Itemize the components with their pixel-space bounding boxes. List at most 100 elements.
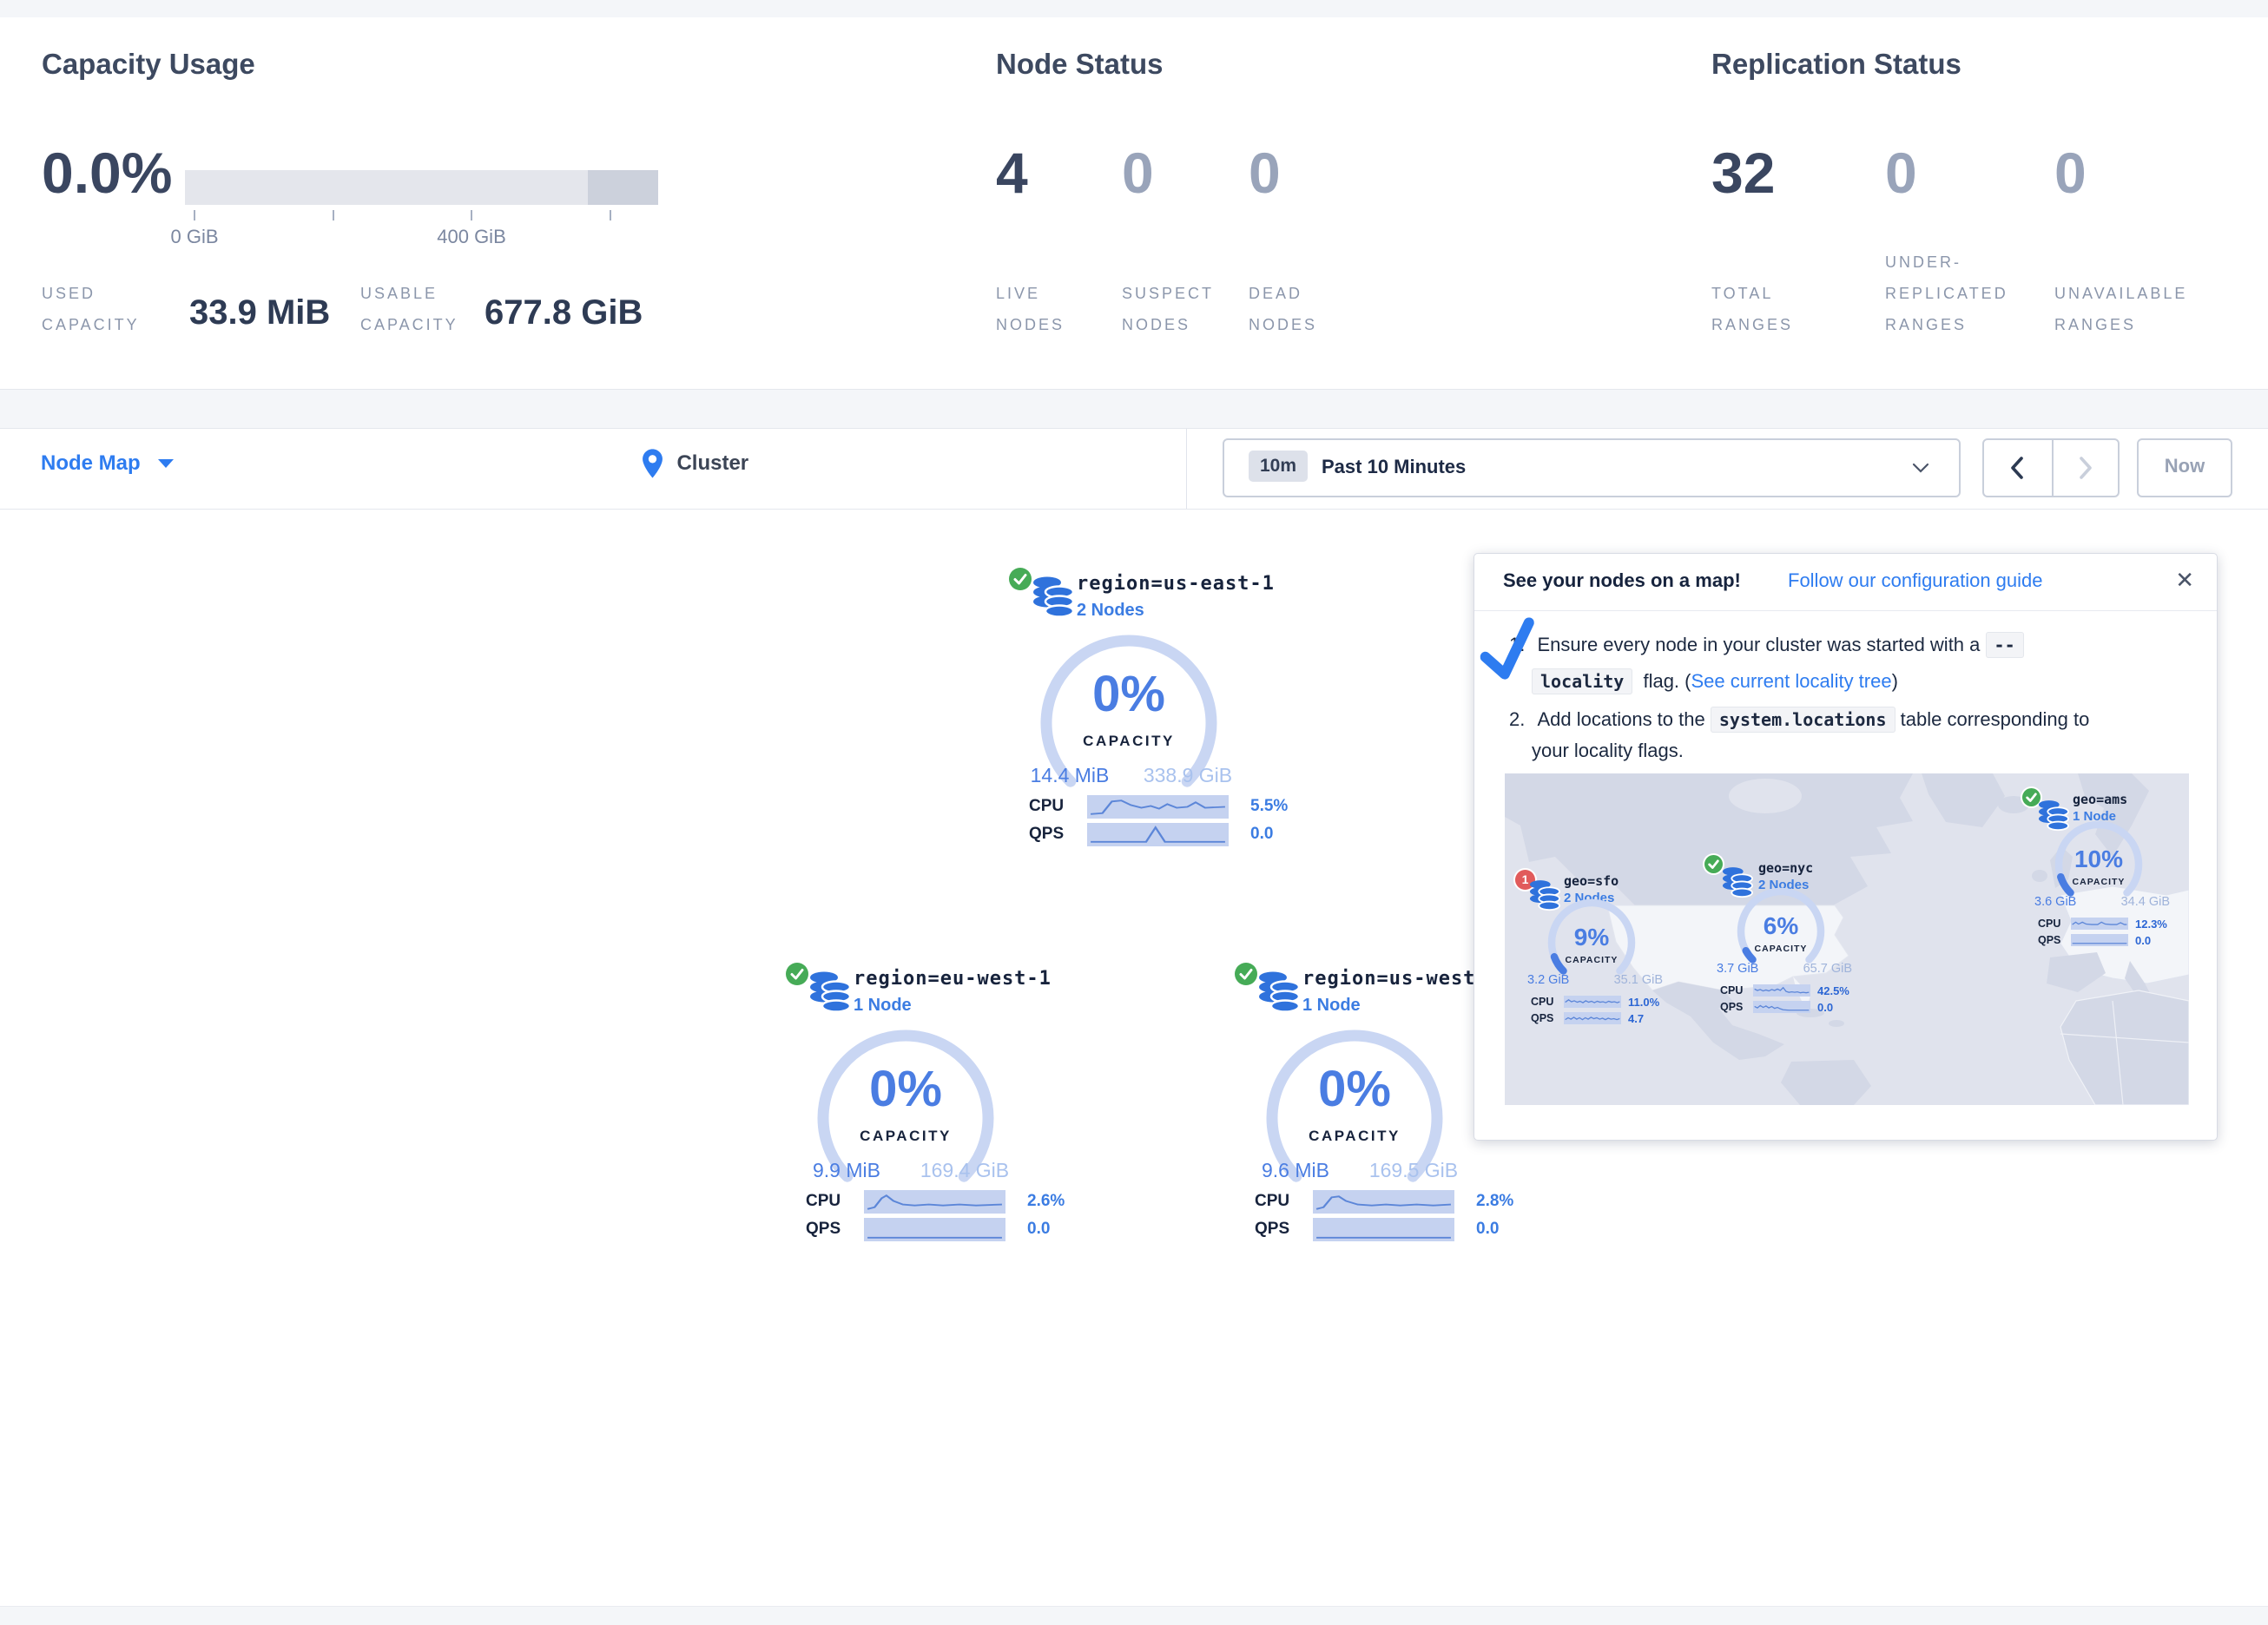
- total-ranges-label: TOTAL RANGES: [1711, 285, 1794, 333]
- usable-capacity-label: USABLE CAPACITY: [360, 285, 458, 333]
- time-step-forward-button[interactable]: [2053, 440, 2120, 496]
- region-nodes-link[interactable]: 2 Nodes: [1077, 601, 1144, 620]
- cpu-sparkline: [1564, 996, 1621, 1008]
- database-stack-icon: [2038, 800, 2069, 832]
- unavailable-ranges-label: UNAVAILABLE RANGES: [2054, 285, 2188, 333]
- cpu-value: 42.5%: [1817, 984, 1849, 997]
- big-check-icon: [1480, 617, 1534, 680]
- time-step-back-button[interactable]: [1984, 440, 2052, 496]
- total-capacity: 338.9 GiB: [1143, 764, 1233, 786]
- qps-sparkline: [1564, 1012, 1621, 1024]
- qps-sparkline: [1753, 1001, 1810, 1013]
- qps-value: 0.0: [1250, 825, 1274, 843]
- capacity-gauge: [817, 1030, 994, 1182]
- mini-gauge-percent: 6%: [1763, 912, 1799, 939]
- qps-label: QPS: [1255, 1220, 1290, 1238]
- cpu-row: CPU 11.0%: [1531, 995, 1677, 1009]
- map-node-geo-ams[interactable]: geo=ams 1 Node 10% CAPACITY 3.6 GiB 34.4…: [2022, 778, 2184, 951]
- region-card-us-west-1[interactable]: region=us-west-1 1 Node 0% CAPACITY 9.6 …: [1233, 957, 1537, 1253]
- capacity-usage-title: Capacity Usage: [42, 48, 255, 80]
- used-capacity-value: 33.9 MiB: [189, 293, 331, 332]
- view-selector-dropdown[interactable]: Node Map: [41, 451, 175, 476]
- qps-value: 0.0: [1817, 1001, 1834, 1014]
- region-card-eu-west-1[interactable]: region=eu-west-1 1 Node 0% CAPACITY 9.9 …: [784, 957, 1088, 1253]
- qps-value: 0.0: [1476, 1220, 1500, 1238]
- qps-label: QPS: [1029, 825, 1065, 843]
- time-step-buttons: [1982, 438, 2120, 497]
- time-range-select[interactable]: 10m Past 10 Minutes: [1223, 438, 1961, 497]
- region-label: region=us-west-1: [1302, 968, 1500, 990]
- used-capacity: 9.6 MiB: [1262, 1159, 1329, 1181]
- cpu-sparkline: [2071, 918, 2128, 930]
- live-nodes-count: 4: [996, 141, 1028, 205]
- region-nodes-link[interactable]: 1 Node: [1302, 996, 1361, 1015]
- qps-label: QPS: [2038, 934, 2061, 946]
- map-node-geo-nyc[interactable]: geo=nyc 2 Nodes 6% CAPACITY 3.7 GiB 65.7…: [1704, 845, 1866, 1018]
- region-card-us-east-1[interactable]: region=us-east-1 2 Nodes 0% CAPACITY 14.…: [1007, 562, 1311, 858]
- database-stack-icon: [1529, 880, 1560, 911]
- toolbar-divider: [1186, 429, 1187, 509]
- close-icon[interactable]: ✕: [2175, 567, 2194, 593]
- cpu-value: 11.0%: [1628, 996, 1660, 1009]
- node-status-title: Node Status: [996, 48, 1164, 80]
- gauge-percent: 0%: [1092, 666, 1165, 722]
- view-selector-label: Node Map: [41, 451, 141, 475]
- mini-capacity-gauge: [1737, 887, 1825, 964]
- total-capacity: 169.5 GiB: [1368, 1159, 1459, 1181]
- mini-gauge-capacity-label: CAPACITY: [1565, 955, 1619, 965]
- map-node-nodes-link[interactable]: 1 Node: [2073, 809, 2117, 824]
- region-label: region=eu-west-1: [854, 968, 1052, 990]
- cpu-label: CPU: [1720, 984, 1744, 997]
- cpu-row: CPU 12.3%: [2038, 917, 2184, 931]
- gauge-capacity-label: CAPACITY: [1083, 733, 1175, 749]
- mini-gauge-percent: 9%: [1573, 924, 1610, 951]
- suspect-nodes-count: 0: [1122, 141, 1154, 205]
- example-node-map: 1 geo=sfo 2 Nodes 9% CAPACITY 3.2 GiB 35…: [1505, 773, 2189, 1105]
- breadcrumb[interactable]: Cluster: [641, 448, 748, 479]
- axis-tick: [194, 210, 195, 220]
- database-stack-icon: [1722, 867, 1753, 898]
- locality-tree-link[interactable]: See current locality tree: [1691, 670, 1892, 692]
- step-1-line-1: 1. Ensure every node in your cluster was…: [1509, 632, 2024, 658]
- code-chip: locality: [1532, 668, 1633, 694]
- cpu-label: CPU: [806, 1192, 841, 1210]
- map-node-geo-sfo[interactable]: 1 geo=sfo 2 Nodes 9% CAPACITY 3.2 GiB 35…: [1515, 856, 1677, 1030]
- step-2-line-1: 2. Add locations to the system.locations…: [1509, 707, 2089, 733]
- qps-row: QPS 0.0: [2038, 933, 2184, 947]
- map-node-name: geo=sfo: [1564, 873, 1619, 889]
- now-button[interactable]: Now: [2137, 438, 2232, 497]
- button-group-divider: [2052, 440, 2054, 496]
- bottom-strip: [0, 1606, 2268, 1625]
- gauge-percent: 0%: [1318, 1061, 1391, 1117]
- used-capacity: 14.4 MiB: [1030, 764, 1110, 786]
- cpu-sparkline: [1313, 1190, 1454, 1214]
- qps-value: 4.7: [1628, 1012, 1645, 1025]
- qps-row: QPS 0.0: [1720, 1000, 1866, 1014]
- mini-gauge-capacity-label: CAPACITY: [1754, 944, 1808, 954]
- axis-tick: [610, 210, 611, 220]
- section-gap-strip: [0, 389, 2268, 429]
- usable-capacity-value: 677.8 GiB: [485, 293, 643, 332]
- region-nodes-link[interactable]: 1 Node: [854, 996, 912, 1015]
- cpu-row: CPU 42.5%: [1720, 984, 1866, 997]
- healthy-check-icon: [1704, 855, 1723, 873]
- unavailable-ranges-count: 0: [2054, 141, 2087, 205]
- used-capacity-label: USED CAPACITY: [42, 285, 140, 333]
- mini-gauge-percent: 10%: [2074, 845, 2124, 872]
- capacity-usage-bar: [185, 170, 658, 205]
- cpu-sparkline: [864, 1190, 1005, 1214]
- database-stack-icon: [1033, 576, 1075, 618]
- qps-row: QPS 4.7: [1531, 1011, 1677, 1025]
- axis-tick-label: 400 GiB: [437, 226, 506, 247]
- qps-label: QPS: [806, 1220, 841, 1238]
- map-node-nodes-link[interactable]: 2 Nodes: [1758, 878, 1810, 892]
- gauge-capacity-label: CAPACITY: [860, 1128, 952, 1144]
- now-button-label: Now: [2164, 455, 2205, 477]
- view-toolbar: Node Map Cluster 10m Past 10 Minutes: [0, 428, 2268, 510]
- axis-tick: [333, 210, 334, 220]
- healthy-check-icon: [1009, 568, 1032, 590]
- stats-panel: Capacity Usage 0.0% 0 GiB 400 GiB USED C…: [0, 17, 2268, 389]
- configuration-guide-link[interactable]: Follow our configuration guide: [1788, 569, 2043, 591]
- cpu-value: 2.6%: [1027, 1192, 1065, 1210]
